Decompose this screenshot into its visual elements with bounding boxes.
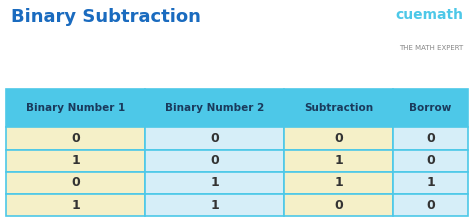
FancyBboxPatch shape	[393, 89, 468, 127]
Text: 0: 0	[335, 199, 343, 212]
FancyBboxPatch shape	[6, 150, 145, 172]
Text: 0: 0	[335, 132, 343, 145]
Text: 0: 0	[426, 199, 435, 212]
FancyBboxPatch shape	[284, 194, 393, 216]
FancyBboxPatch shape	[284, 89, 393, 127]
Text: 0: 0	[71, 176, 80, 189]
FancyBboxPatch shape	[284, 127, 393, 150]
Text: Binary Number 2: Binary Number 2	[165, 103, 264, 113]
FancyBboxPatch shape	[6, 89, 145, 127]
FancyBboxPatch shape	[393, 194, 468, 216]
Text: 0: 0	[426, 132, 435, 145]
Text: 1: 1	[210, 199, 219, 212]
Text: 1: 1	[71, 199, 80, 212]
FancyBboxPatch shape	[393, 172, 468, 194]
FancyBboxPatch shape	[284, 172, 393, 194]
FancyBboxPatch shape	[145, 89, 284, 127]
FancyBboxPatch shape	[145, 194, 284, 216]
Text: THE MATH EXPERT: THE MATH EXPERT	[399, 45, 463, 51]
Text: 0: 0	[426, 154, 435, 167]
Text: Subtraction: Subtraction	[304, 103, 374, 113]
FancyBboxPatch shape	[393, 127, 468, 150]
FancyBboxPatch shape	[6, 194, 145, 216]
Text: 1: 1	[210, 176, 219, 189]
Text: cuemath: cuemath	[395, 8, 463, 22]
FancyBboxPatch shape	[393, 150, 468, 172]
Text: 0: 0	[210, 154, 219, 167]
Text: 0: 0	[71, 132, 80, 145]
Text: 1: 1	[426, 176, 435, 189]
Text: 1: 1	[71, 154, 80, 167]
FancyBboxPatch shape	[6, 127, 145, 150]
Text: 1: 1	[335, 154, 343, 167]
Text: Borrow: Borrow	[410, 103, 452, 113]
Text: Binary Number 1: Binary Number 1	[26, 103, 125, 113]
FancyBboxPatch shape	[284, 150, 393, 172]
FancyBboxPatch shape	[145, 150, 284, 172]
Text: 1: 1	[335, 176, 343, 189]
Text: Binary Subtraction: Binary Subtraction	[11, 8, 201, 26]
FancyBboxPatch shape	[145, 172, 284, 194]
FancyBboxPatch shape	[6, 172, 145, 194]
Text: 0: 0	[210, 132, 219, 145]
FancyBboxPatch shape	[145, 127, 284, 150]
